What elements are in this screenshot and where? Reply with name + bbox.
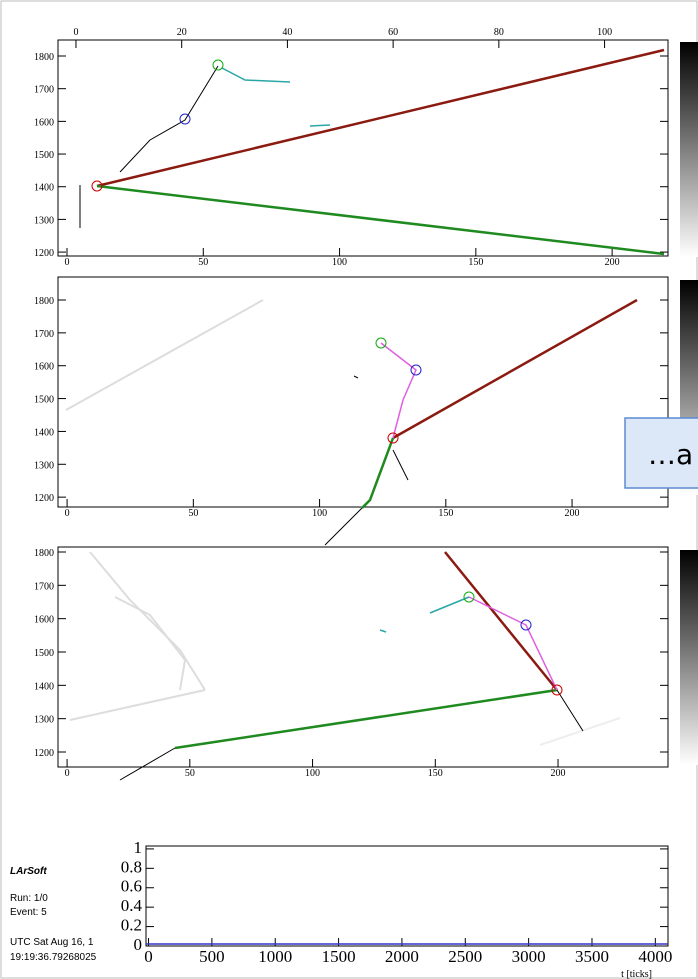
info-date: UTC Sat Aug 16, 1	[10, 937, 94, 948]
tick-label: 150	[428, 768, 443, 779]
callout-text: …a	[648, 438, 693, 471]
tick-label: 20	[177, 27, 187, 38]
tick-label: 1600	[34, 362, 54, 373]
tick-label: 1400	[34, 681, 54, 692]
tick-label: 1800	[34, 52, 54, 63]
tick-label: 80	[494, 27, 504, 38]
tick-label: 1300	[34, 715, 54, 726]
tick-label: 100	[312, 508, 327, 519]
tick-label: 1800	[34, 296, 54, 307]
tick-label: 0	[65, 768, 70, 779]
tick-label: 50	[198, 257, 208, 268]
tick-label: 1200	[34, 748, 54, 759]
tick-label: 1400	[34, 427, 54, 438]
tick-label: 150	[438, 508, 453, 519]
tick-label: 150	[468, 257, 483, 268]
tick-label: 1500	[322, 947, 356, 966]
tick-label: 1800	[34, 548, 54, 559]
tick-label: 1600	[34, 615, 54, 626]
tick-label: 0.2	[121, 916, 142, 935]
x-axis-label: t [ticks]	[621, 969, 652, 979]
track	[310, 125, 330, 126]
tick-label: 1600	[34, 117, 54, 128]
color-scale	[680, 550, 698, 765]
tick-label: 100	[305, 768, 320, 779]
tick-label: 1700	[34, 329, 54, 340]
tick-label: 1500	[34, 395, 54, 406]
plot-area	[58, 40, 668, 256]
tick-label: 40	[282, 27, 292, 38]
plot-area	[58, 277, 668, 507]
info-event: Event: 5	[10, 907, 47, 918]
tick-label: 1200	[34, 493, 54, 504]
tick-label: 1000	[258, 947, 292, 966]
tick-label: 1	[134, 838, 143, 857]
tick-label: 2000	[385, 947, 419, 966]
tick-label: 3500	[575, 947, 609, 966]
tick-label: 200	[551, 768, 566, 779]
tick-label: 60	[388, 27, 398, 38]
tick-label: 100	[597, 27, 612, 38]
tick-label: 0	[65, 508, 70, 519]
tick-label: 500	[199, 947, 225, 966]
tick-label: 0	[134, 935, 143, 954]
tick-label: 3000	[512, 947, 546, 966]
info-run: Run: 1/0	[10, 893, 48, 904]
tick-label: 0.8	[121, 857, 142, 876]
tick-label: 200	[605, 257, 620, 268]
tick-label: 0	[64, 257, 69, 268]
tick-label: 1700	[34, 85, 54, 96]
tick-label: 1500	[34, 648, 54, 659]
tick-label: 0	[144, 947, 153, 966]
event-display: 0204060801000501001502001200130014001500…	[0, 0, 698, 979]
tick-label: 50	[185, 768, 195, 779]
tick-label: 0.4	[121, 896, 143, 915]
color-scale	[680, 42, 698, 257]
tick-label: 4000	[638, 947, 672, 966]
info-title: LArSoft	[10, 866, 47, 877]
tick-label: 1300	[34, 215, 54, 226]
plot-area	[146, 846, 668, 946]
tick-label: 50	[188, 508, 198, 519]
info-time: 19:19:36.79268025	[10, 952, 97, 963]
tick-label: 0	[73, 27, 78, 38]
tick-label: 1400	[34, 183, 54, 194]
plot-area	[58, 547, 668, 767]
tick-label: 1500	[34, 150, 54, 161]
tick-label: 200	[565, 508, 580, 519]
tick-label: 2500	[448, 947, 482, 966]
tick-label: 100	[332, 257, 347, 268]
tick-label: 1200	[34, 248, 54, 259]
tick-label: 0.6	[121, 877, 142, 896]
tick-label: 1300	[34, 460, 54, 471]
tick-label: 1700	[34, 581, 54, 592]
